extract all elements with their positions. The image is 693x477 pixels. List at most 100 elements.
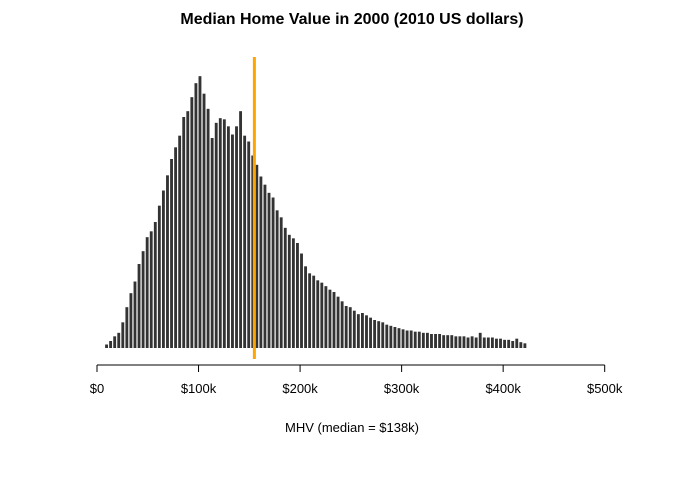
histogram-bar bbox=[482, 337, 486, 348]
x-axis-label: MHV (median = $138k) bbox=[285, 420, 419, 435]
histogram-bar bbox=[332, 292, 336, 348]
histogram-bar bbox=[149, 231, 153, 348]
histogram-bar bbox=[291, 238, 295, 348]
histogram-bar bbox=[466, 337, 470, 348]
histogram-bar bbox=[365, 315, 368, 348]
histogram-bar bbox=[133, 281, 137, 348]
histogram-bar bbox=[190, 97, 194, 348]
histogram-bar bbox=[255, 164, 259, 348]
histogram-bar bbox=[373, 320, 377, 348]
histogram-bar bbox=[442, 335, 446, 348]
histogram-bar bbox=[210, 138, 214, 348]
histogram-bar bbox=[393, 327, 397, 348]
histogram-bar bbox=[166, 175, 169, 348]
histogram-bar bbox=[401, 329, 405, 348]
histogram-bar bbox=[434, 334, 437, 348]
histogram-bar bbox=[425, 332, 429, 348]
histogram-bar bbox=[474, 337, 478, 348]
histogram-bar bbox=[182, 117, 186, 348]
x-tick-label: $500k bbox=[587, 381, 623, 396]
histogram-bar bbox=[490, 337, 494, 348]
histogram-bar bbox=[198, 76, 202, 349]
histogram-bar bbox=[454, 336, 458, 348]
x-tick-label: $300k bbox=[384, 381, 420, 396]
histogram-bar bbox=[336, 296, 340, 348]
histogram-bar bbox=[226, 126, 230, 348]
histogram-bar bbox=[316, 280, 320, 348]
histogram-bar bbox=[174, 147, 178, 348]
histogram-bar bbox=[385, 324, 389, 348]
histogram-bar bbox=[283, 227, 287, 348]
histogram-bar bbox=[194, 83, 198, 349]
histogram-bar bbox=[503, 339, 507, 348]
histogram-bar bbox=[129, 293, 133, 348]
histogram-bar bbox=[113, 336, 117, 348]
histogram-bar bbox=[304, 266, 307, 348]
histogram-bar bbox=[409, 330, 413, 348]
histogram-bar bbox=[328, 289, 332, 348]
histogram-bar bbox=[361, 313, 364, 348]
histogram-bar bbox=[137, 264, 141, 348]
histogram-bar bbox=[247, 141, 251, 348]
histogram-bar bbox=[348, 307, 352, 348]
histogram-bar bbox=[121, 322, 125, 348]
histogram-bar bbox=[377, 321, 381, 348]
histogram-bar bbox=[344, 306, 348, 348]
histogram-bar bbox=[296, 243, 299, 348]
histogram-bar bbox=[495, 338, 498, 348]
histogram-bar bbox=[413, 331, 417, 348]
histogram-bar bbox=[438, 334, 442, 348]
histogram-bar bbox=[324, 286, 328, 348]
histogram-bar bbox=[446, 335, 450, 348]
histogram-bar bbox=[486, 337, 490, 348]
histogram-bar bbox=[214, 122, 218, 348]
x-tick-label: $400k bbox=[485, 381, 521, 396]
histogram-bar bbox=[430, 334, 433, 348]
histogram-bar bbox=[523, 343, 527, 348]
histogram-bar bbox=[267, 192, 271, 348]
histogram-bar bbox=[235, 126, 238, 348]
histogram-bar bbox=[263, 184, 267, 348]
histogram-bar bbox=[105, 344, 108, 348]
histogram-bar bbox=[218, 118, 222, 348]
histogram-bar bbox=[275, 210, 279, 348]
histogram-bar bbox=[340, 301, 344, 348]
histogram-bar bbox=[369, 317, 372, 348]
histogram-bar bbox=[519, 342, 523, 348]
histogram-bar bbox=[271, 197, 275, 348]
x-axis: $0 $100k $200k $300k $400k $500k bbox=[90, 364, 623, 396]
histogram-bar bbox=[381, 322, 385, 348]
histogram-bar bbox=[141, 251, 145, 348]
histogram-bar bbox=[421, 332, 425, 348]
histogram-bar bbox=[287, 234, 291, 348]
x-tick-label: $200k bbox=[282, 381, 318, 396]
bars-group bbox=[105, 76, 527, 349]
x-tick-label: $0 bbox=[90, 381, 104, 396]
histogram-bar bbox=[300, 253, 303, 348]
histogram-bar bbox=[320, 282, 324, 348]
histogram-bar bbox=[243, 135, 247, 348]
histogram-bar bbox=[499, 338, 502, 348]
histogram-bar bbox=[389, 325, 393, 348]
histogram-bar bbox=[157, 205, 161, 348]
histogram-bar bbox=[222, 119, 226, 348]
histogram-bar bbox=[125, 307, 129, 348]
histogram-bar bbox=[308, 273, 312, 348]
histogram-bar bbox=[153, 222, 157, 348]
histogram-bar bbox=[405, 330, 409, 348]
histogram-bar bbox=[279, 217, 283, 348]
histogram-bar bbox=[202, 93, 206, 348]
histogram-bar bbox=[239, 111, 243, 348]
histogram-bar bbox=[462, 336, 466, 348]
histogram-bar bbox=[145, 237, 149, 348]
histogram-bar bbox=[231, 134, 234, 348]
histogram-bar bbox=[397, 328, 401, 348]
chart-title: Median Home Value in 2000 (2010 US dolla… bbox=[180, 11, 523, 28]
histogram-bar bbox=[511, 341, 515, 348]
histogram-bar bbox=[507, 339, 511, 348]
histogram-bar bbox=[470, 336, 474, 348]
histogram-bar bbox=[515, 338, 519, 348]
histogram-bar bbox=[417, 331, 421, 348]
